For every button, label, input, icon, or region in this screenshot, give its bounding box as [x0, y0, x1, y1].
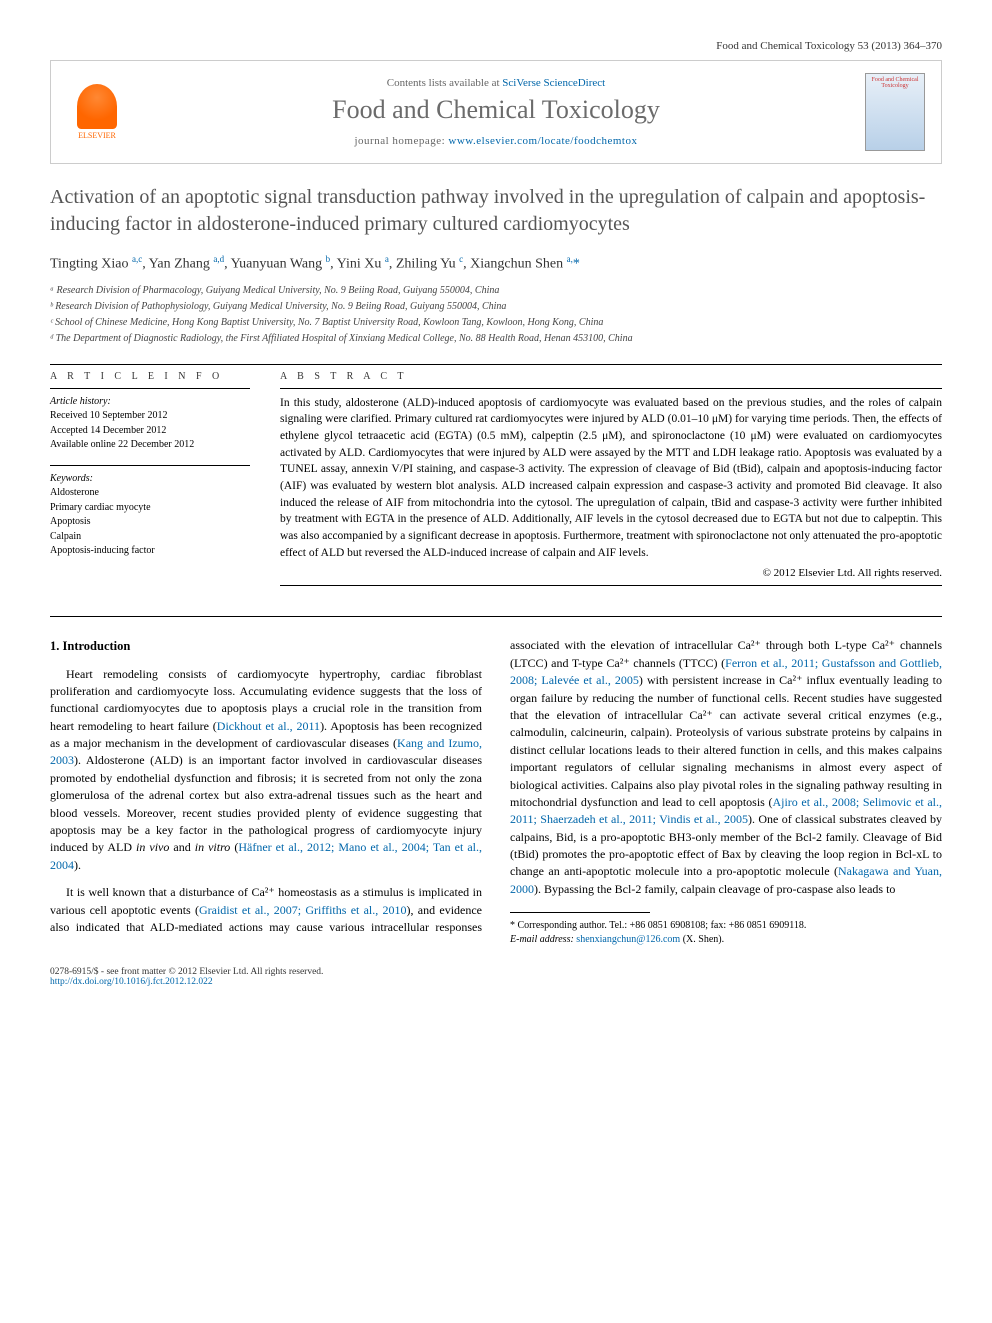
footnote-email-line: E-mail address: shenxiangchun@126.com (X…: [510, 933, 942, 947]
abstract-copyright: © 2012 Elsevier Ltd. All rights reserved…: [280, 567, 942, 579]
journal-banner: ELSEVIER Contents lists available at Sci…: [50, 60, 942, 164]
article-title: Activation of an apoptotic signal transd…: [50, 184, 942, 238]
journal-cover-thumbnail: Food and Chemical Toxicology: [865, 73, 925, 151]
footnote-line: * Corresponding author. Tel.: +86 0851 6…: [510, 919, 942, 933]
divider: [50, 388, 250, 389]
affiliation-line: ᵇ Research Division of Pathophysiology, …: [50, 299, 942, 314]
elsevier-tree-icon: [77, 84, 117, 129]
history-line: Received 10 September 2012: [50, 409, 250, 424]
section-heading: 1. Introduction: [50, 637, 482, 655]
corresponding-author-footnote: * Corresponding author. Tel.: +86 0851 6…: [510, 919, 942, 947]
abstract-heading: A B S T R A C T: [280, 371, 942, 382]
footer-copyright: 0278-6915/$ - see front matter © 2012 El…: [50, 967, 323, 977]
banner-center: Contents lists available at SciVerse Sci…: [127, 77, 865, 147]
affiliation-line: ᵃ Research Division of Pharmacology, Gui…: [50, 283, 942, 298]
page-footer: 0278-6915/$ - see front matter © 2012 El…: [50, 967, 942, 987]
author-list: Tingting Xiao a,c, Yan Zhang a,d, Yuanyu…: [50, 254, 942, 273]
footnote-separator: [510, 912, 650, 913]
homepage-line: journal homepage: www.elsevier.com/locat…: [127, 135, 865, 147]
citation-link[interactable]: Dickhout et al., 2011: [217, 719, 320, 733]
email-suffix: (X. Shen).: [683, 934, 724, 945]
affiliations: ᵃ Research Division of Pharmacology, Gui…: [50, 283, 942, 346]
keyword: Apoptosis: [50, 515, 250, 530]
homepage-prefix: journal homepage:: [355, 135, 449, 147]
keyword: Primary cardiac myocyte: [50, 501, 250, 516]
info-abstract-row: A R T I C L E I N F O Article history: R…: [50, 371, 942, 593]
body-text: ).: [74, 858, 81, 872]
abstract-column: A B S T R A C T In this study, aldostero…: [280, 371, 942, 593]
footer-left: 0278-6915/$ - see front matter © 2012 El…: [50, 967, 323, 987]
divider: [280, 388, 942, 389]
history-line: Available online 22 December 2012: [50, 438, 250, 453]
email-link[interactable]: shenxiangchun@126.com: [576, 934, 680, 945]
keyword: Apoptosis-inducing factor: [50, 544, 250, 559]
history-label: Article history:: [50, 395, 250, 410]
contents-line: Contents lists available at SciVerse Sci…: [127, 77, 865, 89]
keyword: Aldosterone: [50, 486, 250, 501]
italic-term: in vivo: [136, 840, 169, 854]
sciencedirect-link[interactable]: SciVerse ScienceDirect: [502, 77, 605, 89]
email-label: E-mail address:: [510, 934, 574, 945]
divider: [50, 364, 942, 365]
page-container: Food and Chemical Toxicology 53 (2013) 3…: [0, 0, 992, 1027]
keyword: Calpain: [50, 530, 250, 545]
article-history: Article history: Received 10 September 2…: [50, 395, 250, 453]
homepage-link[interactable]: www.elsevier.com/locate/foodchemtox: [448, 135, 637, 147]
divider: [50, 465, 250, 466]
contents-prefix: Contents lists available at: [387, 77, 502, 89]
keywords-block: Keywords: Aldosterone Primary cardiac my…: [50, 472, 250, 559]
body-text: and: [169, 840, 194, 854]
running-header: Food and Chemical Toxicology 53 (2013) 3…: [50, 40, 942, 52]
divider: [50, 616, 942, 617]
body-text: ) with persistent increase in Ca²⁺ influ…: [510, 673, 942, 809]
divider: [280, 585, 942, 586]
body-text: ). Bypassing the Bcl-2 family, calpain c…: [534, 882, 895, 896]
elsevier-label: ELSEVIER: [78, 131, 116, 140]
article-info-column: A R T I C L E I N F O Article history: R…: [50, 371, 250, 593]
affiliation-line: ᵈ The Department of Diagnostic Radiology…: [50, 331, 942, 346]
elsevier-logo: ELSEVIER: [67, 77, 127, 147]
article-info-heading: A R T I C L E I N F O: [50, 371, 250, 382]
history-line: Accepted 14 December 2012: [50, 424, 250, 439]
abstract-text: In this study, aldosterone (ALD)-induced…: [280, 395, 942, 562]
doi-link[interactable]: http://dx.doi.org/10.1016/j.fct.2012.12.…: [50, 977, 213, 987]
journal-name: Food and Chemical Toxicology: [127, 95, 865, 125]
affiliation-line: ᶜ School of Chinese Medicine, Hong Kong …: [50, 315, 942, 330]
body-paragraph: Heart remodeling consists of cardiomyocy…: [50, 666, 482, 875]
keywords-label: Keywords:: [50, 472, 250, 487]
citation-link[interactable]: Graidist et al., 2007; Griffiths et al.,…: [199, 903, 407, 917]
body-two-column: 1. Introduction Heart remodeling consist…: [50, 637, 942, 947]
italic-term: in vitro: [195, 840, 231, 854]
